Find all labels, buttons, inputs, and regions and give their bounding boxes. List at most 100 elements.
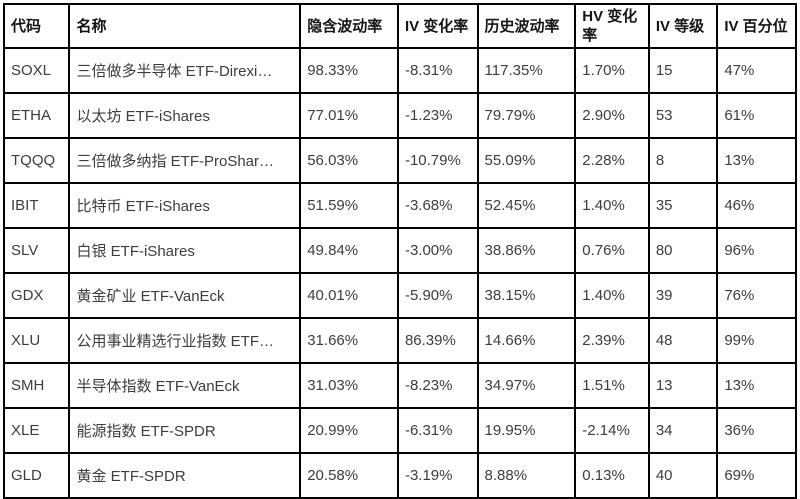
cell-hv_change: 0.76% <box>574 227 650 274</box>
cell-hv: 8.88% <box>476 452 577 499</box>
cell-iv_percentile: 36% <box>716 407 797 454</box>
cell-hv_change: -2.14% <box>574 407 650 454</box>
table-body: SOXL 三倍做多半导体 ETF-Direxi… 98.33% -8.31% 117.3… <box>2 47 797 499</box>
cell-hv_change: 1.40% <box>574 182 650 229</box>
column-header-hv_change[interactable]: HV 变化率 <box>574 3 650 49</box>
cell-iv_rank: 35 <box>647 182 719 229</box>
cell-code: GDX <box>2 272 71 319</box>
cell-iv: 98.33% <box>299 47 399 94</box>
table-row[interactable]: XLE 能源指数 ETF-SPDR 20.99% -6.31% 19.95% -2.14%… <box>2 407 797 454</box>
cell-iv: 77.01% <box>299 92 399 139</box>
cell-iv: 20.58% <box>299 452 399 499</box>
table-row[interactable]: GDX 黄金矿业 ETF-VanEck 40.01% -5.90% 38.15% 1.40… <box>2 272 797 319</box>
cell-iv_rank: 80 <box>647 227 719 274</box>
cell-hv_change: 0.13% <box>574 452 650 499</box>
cell-iv: 51.59% <box>299 182 399 229</box>
cell-hv: 19.95% <box>476 407 577 454</box>
table-row[interactable]: ETHA 以太坊 ETF-iShares 77.01% -1.23% 79.79% 2.9… <box>2 92 797 139</box>
cell-iv_change: -3.00% <box>396 227 479 274</box>
cell-name: 公用事业精选行业指数 ETF… <box>68 317 302 364</box>
table-row[interactable]: SMH 半导体指数 ETF-VanEck 31.03% -8.23% 34.97% 1.5… <box>2 362 797 409</box>
column-header-code[interactable]: 代码 <box>2 3 71 49</box>
cell-iv_rank: 53 <box>647 92 719 139</box>
cell-iv_percentile: 46% <box>716 182 797 229</box>
cell-iv: 49.84% <box>299 227 399 274</box>
cell-iv_change: -8.23% <box>396 362 479 409</box>
cell-iv_rank: 34 <box>647 407 719 454</box>
cell-iv_percentile: 76% <box>716 272 797 319</box>
cell-code: GLD <box>2 452 71 499</box>
cell-hv_change: 1.51% <box>574 362 650 409</box>
table-row[interactable]: SOXL 三倍做多半导体 ETF-Direxi… 98.33% -8.31% 117.3… <box>2 47 797 94</box>
cell-iv_change: -3.19% <box>396 452 479 499</box>
column-header-iv_rank[interactable]: IV 等级 <box>647 3 719 49</box>
cell-hv_change: 1.40% <box>574 272 650 319</box>
cell-code: XLU <box>2 317 71 364</box>
cell-name: 白银 ETF-iShares <box>68 227 302 274</box>
cell-iv_percentile: 13% <box>716 362 797 409</box>
cell-hv: 34.97% <box>476 362 577 409</box>
cell-iv_change: 86.39% <box>396 317 479 364</box>
cell-code: XLE <box>2 407 71 454</box>
cell-name: 三倍做多纳指 ETF-ProShar… <box>68 137 302 184</box>
volatility-table-container: 代码 名称 隐含波动率 IV 变化率 历史波动率 HV 变化率 IV 等级 IV 百分位 SO… <box>2 3 797 499</box>
table-row[interactable]: XLU 公用事业精选行业指数 ETF… 31.66% 86.39% 14.66% 2.39… <box>2 317 797 364</box>
cell-hv: 55.09% <box>476 137 577 184</box>
cell-iv_rank: 8 <box>647 137 719 184</box>
cell-iv_change: -3.68% <box>396 182 479 229</box>
column-header-iv_change[interactable]: IV 变化率 <box>396 3 479 49</box>
etf-volatility-table: 代码 名称 隐含波动率 IV 变化率 历史波动率 HV 变化率 IV 等级 IV 百分位 SO… <box>2 3 797 499</box>
cell-name: 比特币 ETF-iShares <box>68 182 302 229</box>
cell-iv_rank: 40 <box>647 452 719 499</box>
cell-hv: 38.15% <box>476 272 577 319</box>
cell-name: 三倍做多半导体 ETF-Direxi… <box>68 47 302 94</box>
cell-hv_change: 2.28% <box>574 137 650 184</box>
cell-iv_change: -1.23% <box>396 92 479 139</box>
cell-name: 以太坊 ETF-iShares <box>68 92 302 139</box>
cell-iv_change: -6.31% <box>396 407 479 454</box>
cell-iv_percentile: 61% <box>716 92 797 139</box>
cell-code: TQQQ <box>2 137 71 184</box>
cell-hv: 38.86% <box>476 227 577 274</box>
cell-hv_change: 2.90% <box>574 92 650 139</box>
header-row: 代码 名称 隐含波动率 IV 变化率 历史波动率 HV 变化率 IV 等级 IV 百分位 <box>2 3 797 49</box>
cell-name: 能源指数 ETF-SPDR <box>68 407 302 454</box>
cell-name: 黄金矿业 ETF-VanEck <box>68 272 302 319</box>
cell-iv_rank: 15 <box>647 47 719 94</box>
cell-iv: 20.99% <box>299 407 399 454</box>
cell-name: 黄金 ETF-SPDR <box>68 452 302 499</box>
cell-iv_rank: 39 <box>647 272 719 319</box>
table-row[interactable]: SLV 白银 ETF-iShares 49.84% -3.00% 38.86% 0.76%… <box>2 227 797 274</box>
table-row[interactable]: TQQQ 三倍做多纳指 ETF-ProShar… 56.03% -10.79% 55.0… <box>2 137 797 184</box>
cell-hv: 52.45% <box>476 182 577 229</box>
cell-iv_change: -8.31% <box>396 47 479 94</box>
cell-iv_percentile: 99% <box>716 317 797 364</box>
column-header-iv_percentile[interactable]: IV 百分位 <box>716 3 797 49</box>
cell-iv_percentile: 96% <box>716 227 797 274</box>
cell-iv_rank: 13 <box>647 362 719 409</box>
column-header-name[interactable]: 名称 <box>68 3 302 49</box>
cell-iv_percentile: 47% <box>716 47 797 94</box>
table-row[interactable]: IBIT 比特币 ETF-iShares 51.59% -3.68% 52.45% 1.4… <box>2 182 797 229</box>
cell-iv_change: -5.90% <box>396 272 479 319</box>
cell-code: SLV <box>2 227 71 274</box>
column-header-hv[interactable]: 历史波动率 <box>476 3 577 49</box>
cell-hv: 117.35% <box>476 47 577 94</box>
cell-code: ETHA <box>2 92 71 139</box>
cell-hv: 79.79% <box>476 92 577 139</box>
cell-iv: 56.03% <box>299 137 399 184</box>
cell-code: SOXL <box>2 47 71 94</box>
cell-iv: 31.03% <box>299 362 399 409</box>
cell-iv_rank: 48 <box>647 317 719 364</box>
cell-iv: 40.01% <box>299 272 399 319</box>
cell-iv_change: -10.79% <box>396 137 479 184</box>
cell-code: IBIT <box>2 182 71 229</box>
column-header-iv[interactable]: 隐含波动率 <box>299 3 399 49</box>
cell-iv_percentile: 69% <box>716 452 797 499</box>
cell-iv: 31.66% <box>299 317 399 364</box>
cell-hv: 14.66% <box>476 317 577 364</box>
cell-hv_change: 1.70% <box>574 47 650 94</box>
cell-iv_percentile: 13% <box>716 137 797 184</box>
table-row[interactable]: GLD 黄金 ETF-SPDR 20.58% -3.19% 8.88% 0.13% 40 69… <box>2 452 797 499</box>
cell-code: SMH <box>2 362 71 409</box>
